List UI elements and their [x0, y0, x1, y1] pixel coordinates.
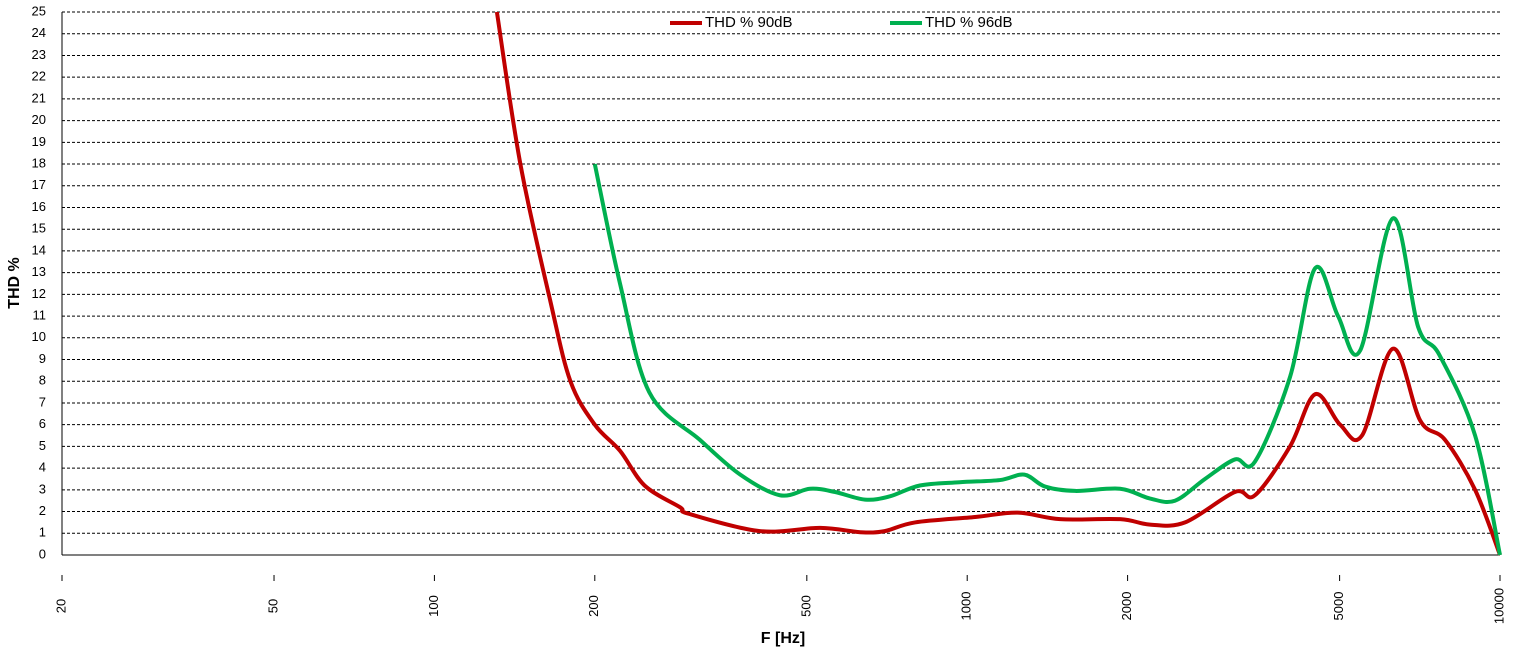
- y-tick-label: 13: [32, 264, 46, 279]
- y-tick-label: 24: [32, 25, 46, 40]
- y-tick-label: 0: [39, 546, 46, 561]
- y-tick-label: 20: [32, 112, 46, 127]
- y-tick-label: 17: [32, 177, 46, 192]
- x-axis-title: F [Hz]: [761, 630, 805, 647]
- y-tick-label: 19: [32, 134, 46, 149]
- y-tick-label: 15: [32, 221, 46, 236]
- y-tick-label: 10: [32, 329, 46, 344]
- y-tick-label: 3: [39, 481, 46, 496]
- y-tick-label: 7: [39, 394, 46, 409]
- y-tick-label: 21: [32, 90, 46, 105]
- series-line: [592, 163, 1502, 556]
- x-tick-label: 50: [265, 599, 280, 613]
- y-tick-label: 1: [39, 525, 46, 540]
- x-tick-label: 2000: [1119, 592, 1134, 621]
- x-tick-label: 1000: [959, 592, 974, 621]
- series-line: [494, 12, 1502, 556]
- y-tick-label: 18: [32, 155, 46, 170]
- y-tick-label: 11: [33, 308, 47, 323]
- x-tick-label: 10000: [1491, 588, 1506, 624]
- y-tick-label: 2: [39, 503, 46, 518]
- y-tick-label: 8: [39, 373, 46, 388]
- y-tick-label: 16: [32, 199, 46, 214]
- y-tick-label: 9: [39, 351, 46, 366]
- y-tick-label: 22: [32, 69, 46, 84]
- y-tick-label: 5: [39, 438, 46, 453]
- y-axis-title: THD %: [6, 257, 23, 309]
- y-tick-label: 12: [32, 286, 46, 301]
- x-tick-label: 5000: [1331, 592, 1346, 621]
- y-tick-label: 23: [32, 47, 46, 62]
- y-tick-label: 6: [39, 416, 46, 431]
- legend-label: THD % 96dB: [925, 14, 1013, 31]
- x-tick-label: 200: [586, 595, 601, 617]
- y-tick-label: 14: [32, 242, 46, 257]
- legend-label: THD % 90dB: [705, 14, 793, 31]
- y-tick-label: 4: [39, 460, 46, 475]
- x-tick-label: 500: [798, 595, 813, 617]
- x-tick-label: 100: [426, 595, 441, 617]
- x-tick-label: 20: [53, 599, 68, 613]
- y-tick-label: 25: [32, 3, 46, 18]
